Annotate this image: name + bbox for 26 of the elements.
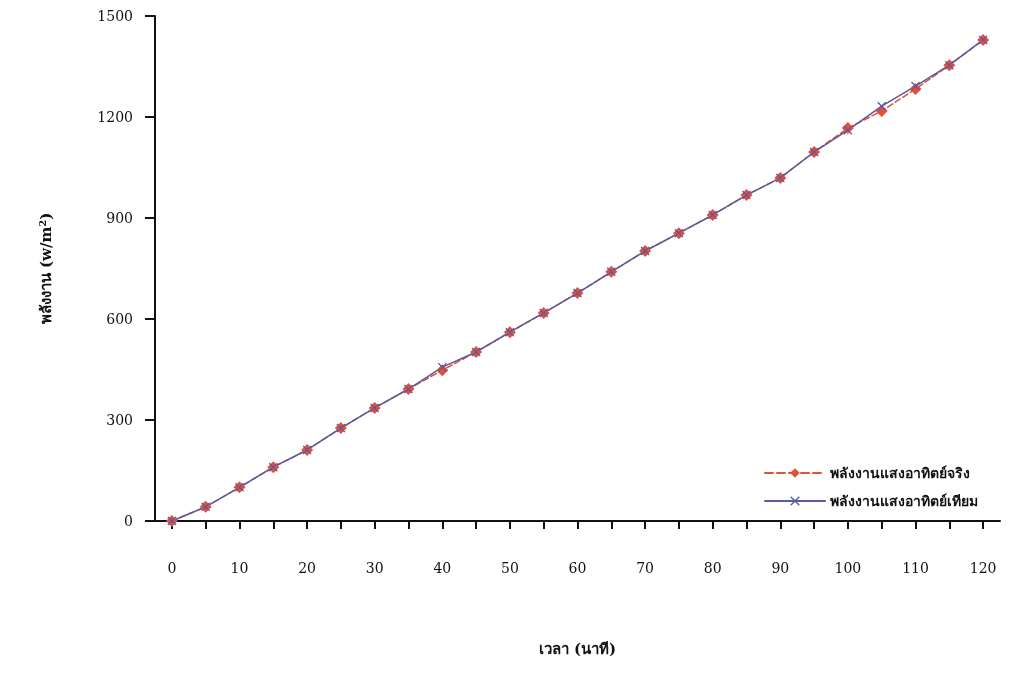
x-tick-label: 10 — [230, 560, 249, 576]
x-axis-title: เวลา (นาที) — [538, 639, 617, 658]
point — [911, 81, 920, 91]
x-tick-label: 100 — [834, 560, 862, 576]
legend-label: พลังงานแสงอาทิตย์จริง — [830, 465, 970, 481]
x-tick-label: 50 — [500, 560, 519, 576]
x-tick-label: 70 — [636, 560, 655, 576]
y-tick-label: 300 — [106, 412, 133, 428]
x-tick-label: 0 — [167, 560, 177, 576]
point — [437, 362, 447, 372]
y-axis-title: พลังงาน (w/m2) — [36, 212, 55, 325]
y-tick-label: 0 — [124, 513, 133, 529]
x-tick-label: 40 — [433, 560, 452, 576]
y-tick-label: 600 — [106, 311, 133, 327]
point — [877, 101, 887, 111]
x-tick-label: 80 — [703, 560, 722, 576]
y-tick-label: 1200 — [97, 109, 133, 125]
x-tick-label: 120 — [969, 560, 997, 576]
y-tick-label: 900 — [106, 210, 133, 226]
x-tick-label: 90 — [771, 560, 790, 576]
x-tick-label: 60 — [568, 560, 587, 576]
legend-label: พลังงานแสงอาทิตย์เทียม — [830, 493, 978, 509]
y-tick-label: 1500 — [97, 8, 133, 24]
x-tick-label: 30 — [365, 560, 384, 576]
x-tick-label: 110 — [902, 560, 929, 576]
x-tick-label: 20 — [298, 560, 317, 576]
